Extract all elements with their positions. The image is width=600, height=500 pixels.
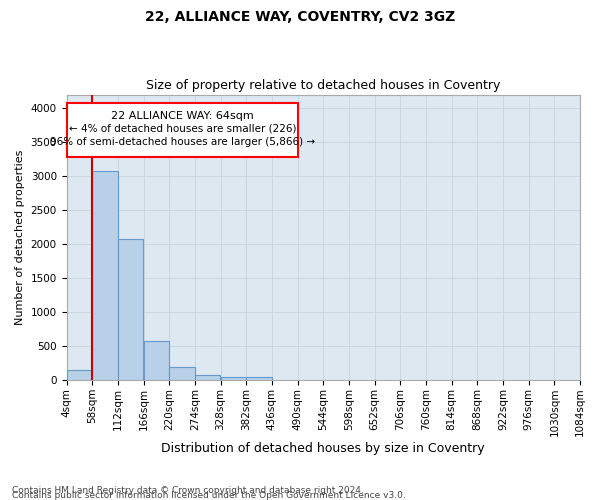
Text: 22, ALLIANCE WAY, COVENTRY, CV2 3GZ: 22, ALLIANCE WAY, COVENTRY, CV2 3GZ xyxy=(145,10,455,24)
Bar xyxy=(195,374,220,380)
Text: ← 4% of detached houses are smaller (226): ← 4% of detached houses are smaller (226… xyxy=(69,124,296,134)
Text: 96% of semi-detached houses are larger (5,866) →: 96% of semi-detached houses are larger (… xyxy=(50,137,315,147)
Bar xyxy=(143,342,169,380)
Bar xyxy=(118,240,143,380)
Bar xyxy=(169,366,195,380)
Bar xyxy=(92,170,118,380)
Title: Size of property relative to detached houses in Coventry: Size of property relative to detached ho… xyxy=(146,79,500,92)
Bar xyxy=(67,102,298,157)
Bar xyxy=(221,377,246,380)
X-axis label: Distribution of detached houses by size in Coventry: Distribution of detached houses by size … xyxy=(161,442,485,455)
Bar xyxy=(247,378,272,380)
Text: Contains public sector information licensed under the Open Government Licence v3: Contains public sector information licen… xyxy=(12,491,406,500)
Text: 22 ALLIANCE WAY: 64sqm: 22 ALLIANCE WAY: 64sqm xyxy=(111,112,254,122)
Text: Contains HM Land Registry data © Crown copyright and database right 2024.: Contains HM Land Registry data © Crown c… xyxy=(12,486,364,495)
Bar xyxy=(67,370,92,380)
Y-axis label: Number of detached properties: Number of detached properties xyxy=(15,150,25,325)
